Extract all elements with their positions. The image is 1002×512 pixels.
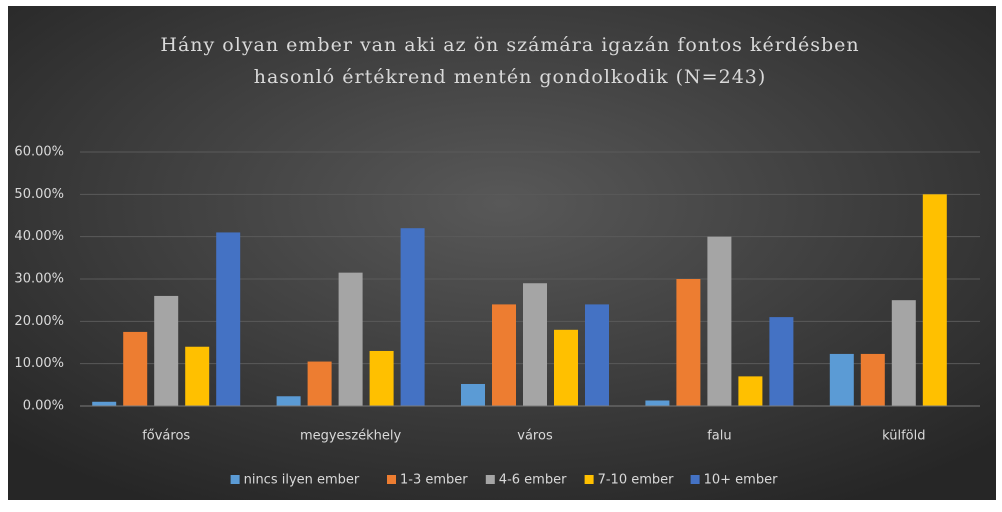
bar [154, 295, 179, 406]
bar [554, 329, 578, 406]
legend-swatch [584, 475, 594, 484]
bar [461, 383, 485, 406]
bar [123, 331, 148, 406]
legend-swatch [387, 475, 396, 484]
bar [338, 272, 363, 406]
y-tick-label: 0.00% [23, 399, 64, 414]
x-tick-label: megyeszékhely [300, 429, 402, 444]
x-tick-label: falu [707, 429, 731, 444]
legend-label: 10+ ember [704, 473, 778, 488]
legend-label: 1-3 ember [400, 473, 468, 488]
y-tick-label: 10.00% [14, 356, 64, 371]
bar [492, 304, 516, 406]
bar [216, 232, 241, 406]
bar [891, 300, 916, 406]
bar [185, 346, 210, 406]
x-tick-label: külföld [882, 429, 925, 444]
legend-swatch [690, 475, 700, 484]
bar [922, 194, 947, 406]
bar [585, 304, 609, 406]
chart-title: hasonló értékrend mentén gondolkodik (N=… [254, 66, 767, 88]
bar [523, 283, 547, 406]
bar [369, 350, 394, 406]
bar [276, 396, 301, 406]
bar [829, 353, 854, 406]
bar [676, 279, 701, 406]
y-tick-label: 40.00% [14, 229, 64, 244]
y-tick-label: 60.00% [14, 145, 64, 160]
y-tick-label: 30.00% [14, 272, 64, 287]
bar [307, 361, 332, 406]
legend-swatch [485, 475, 495, 484]
bar [769, 317, 794, 406]
bar [645, 400, 670, 406]
bar [400, 228, 425, 406]
y-tick-label: 20.00% [14, 314, 64, 329]
legend-label: 7-10 ember [598, 473, 675, 488]
chart-background [8, 6, 996, 500]
legend-swatch [230, 475, 240, 484]
bar [707, 236, 732, 406]
legend-label: 4-6 ember [499, 473, 567, 488]
x-tick-label: főváros [142, 429, 190, 444]
x-tick-label: város [517, 429, 553, 444]
chart-title: Hány olyan ember van aki az ön számára i… [160, 34, 859, 56]
y-tick-label: 50.00% [14, 187, 64, 202]
bar [738, 376, 763, 406]
legend-label: nincs ilyen ember [244, 473, 360, 488]
bar [860, 353, 885, 406]
bar [92, 401, 117, 406]
